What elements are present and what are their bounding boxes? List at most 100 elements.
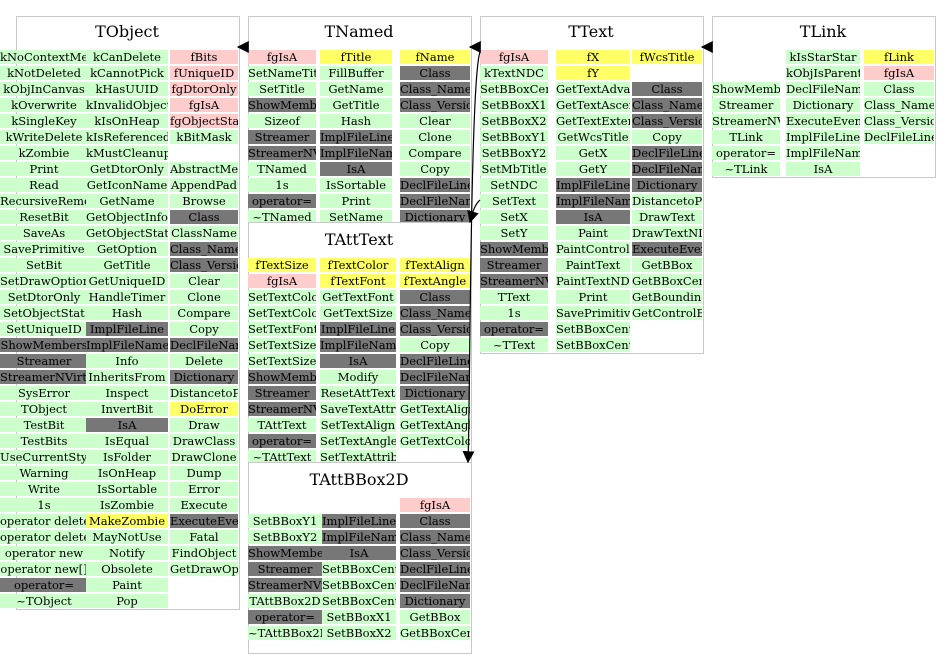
- member-cell: Copy: [170, 322, 238, 336]
- member-cell: IsA: [556, 210, 630, 224]
- member-cell: Pop: [86, 594, 168, 608]
- member-cell: Streamer: [480, 258, 548, 272]
- member-cell: Dictionary: [400, 594, 470, 608]
- member-cell: fTextAngle: [400, 274, 470, 288]
- member-cell: Write: [0, 482, 88, 496]
- member-cell: StreamerNVirtual: [0, 370, 88, 384]
- member-cell: ShowMembers: [0, 338, 88, 352]
- member-cell: Clear: [400, 114, 470, 128]
- member-cell: SetBBoxX2: [480, 114, 548, 128]
- member-cell: kBitMask: [170, 130, 238, 144]
- member-cell: fgObjectStat: [170, 114, 238, 128]
- member-cell: operator=: [248, 434, 316, 448]
- member-cell: Draw: [170, 418, 238, 432]
- member-cell: ShowMembers: [248, 546, 322, 560]
- member-cell: Hash: [320, 114, 392, 128]
- member-cell: fWcsTitle: [632, 50, 702, 64]
- member-cell: SetNDC: [480, 178, 548, 192]
- member-cell: TObject: [0, 402, 88, 416]
- member-cell: ~TNamed: [248, 210, 316, 224]
- member-cell: ImplFileName: [556, 194, 630, 208]
- member-cell: IsOnHeap: [86, 466, 168, 480]
- member-cell: Print: [556, 290, 630, 304]
- member-cell: fgIsA: [400, 498, 470, 512]
- member-cell: Clear: [170, 274, 238, 288]
- member-cell: DeclFileName: [632, 162, 702, 176]
- member-cell: fgDtorOnly: [170, 82, 238, 96]
- member-cell: Print: [0, 162, 88, 176]
- member-cell: Hash: [86, 306, 168, 320]
- member-cell: fTextColor: [320, 258, 396, 272]
- member-cell: Paint: [86, 578, 168, 592]
- member-cell: GetDrawOption: [170, 562, 238, 576]
- member-cell: Class: [632, 82, 702, 96]
- member-cell: GetName: [86, 194, 168, 208]
- member-cell: SetBBoxCenter: [556, 322, 630, 336]
- member-cell: IsFolder: [86, 450, 168, 464]
- member-cell: fBits: [170, 50, 238, 64]
- member-cell: operator new[]: [0, 562, 88, 576]
- member-cell: SetTextFont: [248, 322, 316, 336]
- member-cell: StreamerNVirtual: [712, 114, 780, 128]
- member-cell: GetObjectStat: [86, 226, 168, 240]
- member-cell: Class_Name: [632, 98, 702, 112]
- member-cell: Streamer: [248, 130, 316, 144]
- member-cell: GetBBox: [632, 258, 702, 272]
- member-cell: kWriteDelete: [0, 130, 88, 144]
- member-cell: GetBBoxCenter: [632, 274, 702, 288]
- member-cell: TText: [480, 290, 548, 304]
- member-cell: SetTextSize: [248, 338, 316, 352]
- member-cell: PaintControlBox: [556, 242, 630, 256]
- member-cell: kCannotPick: [86, 66, 168, 80]
- member-cell: MakeZombie: [86, 514, 168, 528]
- member-cell: DeclFileName: [400, 370, 470, 384]
- member-cell: StreamerNVirtual: [248, 578, 322, 592]
- member-cell: operator=: [0, 578, 88, 592]
- member-cell: SetBBoxX1: [322, 610, 396, 624]
- member-cell: SetTextAngle: [320, 434, 396, 448]
- member-cell: StreamerNVirtual: [248, 402, 316, 416]
- member-cell: SetBBoxY1: [480, 130, 548, 144]
- member-cell: SetBBoxY2: [248, 530, 322, 544]
- member-cell: ImplFileLine: [786, 130, 860, 144]
- member-cell: ~TLink: [712, 162, 780, 176]
- member-cell: Dump: [170, 466, 238, 480]
- member-cell: SetBBoxCenter: [322, 562, 396, 576]
- member-cell: ResetBit: [0, 210, 88, 224]
- member-cell: DeclFileName: [400, 194, 470, 208]
- member-cell: Browse: [170, 194, 238, 208]
- member-cell: IsZombie: [86, 498, 168, 512]
- member-cell: Class: [400, 66, 470, 80]
- member-cell: kZombie: [0, 146, 88, 160]
- member-cell: fgIsA: [248, 50, 316, 64]
- member-cell: GetIconName: [86, 178, 168, 192]
- member-cell: GetObjectInfo: [86, 210, 168, 224]
- member-cell: Error: [170, 482, 238, 496]
- member-cell: SetTextColorAlpha: [248, 306, 316, 320]
- member-cell: kMustCleanup: [86, 146, 168, 160]
- member-cell: DeclFileName: [170, 338, 238, 352]
- member-cell: ClassName: [170, 226, 238, 240]
- member-cell: ShowMembers: [712, 82, 780, 96]
- member-cell: ResetAttText: [320, 386, 396, 400]
- member-cell: kHasUUID: [86, 82, 168, 96]
- member-cell: Compare: [400, 146, 470, 160]
- member-cell: SetBBoxY1: [248, 514, 322, 528]
- member-cell: SetDtorOnly: [0, 290, 88, 304]
- member-cell: kIsOnHeap: [86, 114, 168, 128]
- member-cell: ExecuteEvent: [170, 514, 238, 528]
- member-cell: TestBit: [0, 418, 88, 432]
- member-cell: ExecuteEvent: [632, 242, 702, 256]
- member-cell: GetControlBox: [632, 306, 702, 320]
- member-cell: InvertBit: [86, 402, 168, 416]
- member-cell: GetTextFont: [320, 290, 396, 304]
- member-cell: IsA: [320, 162, 392, 176]
- class-title: TAttText: [324, 230, 394, 249]
- member-cell: ImplFileName: [786, 146, 860, 160]
- member-cell: ImplFileName: [320, 338, 396, 352]
- member-cell: ImplFileLine: [556, 178, 630, 192]
- member-cell: Copy: [400, 162, 470, 176]
- member-cell: fLink: [864, 50, 934, 64]
- member-cell: ShowMembers: [248, 370, 316, 384]
- member-cell: AppendPad: [170, 178, 238, 192]
